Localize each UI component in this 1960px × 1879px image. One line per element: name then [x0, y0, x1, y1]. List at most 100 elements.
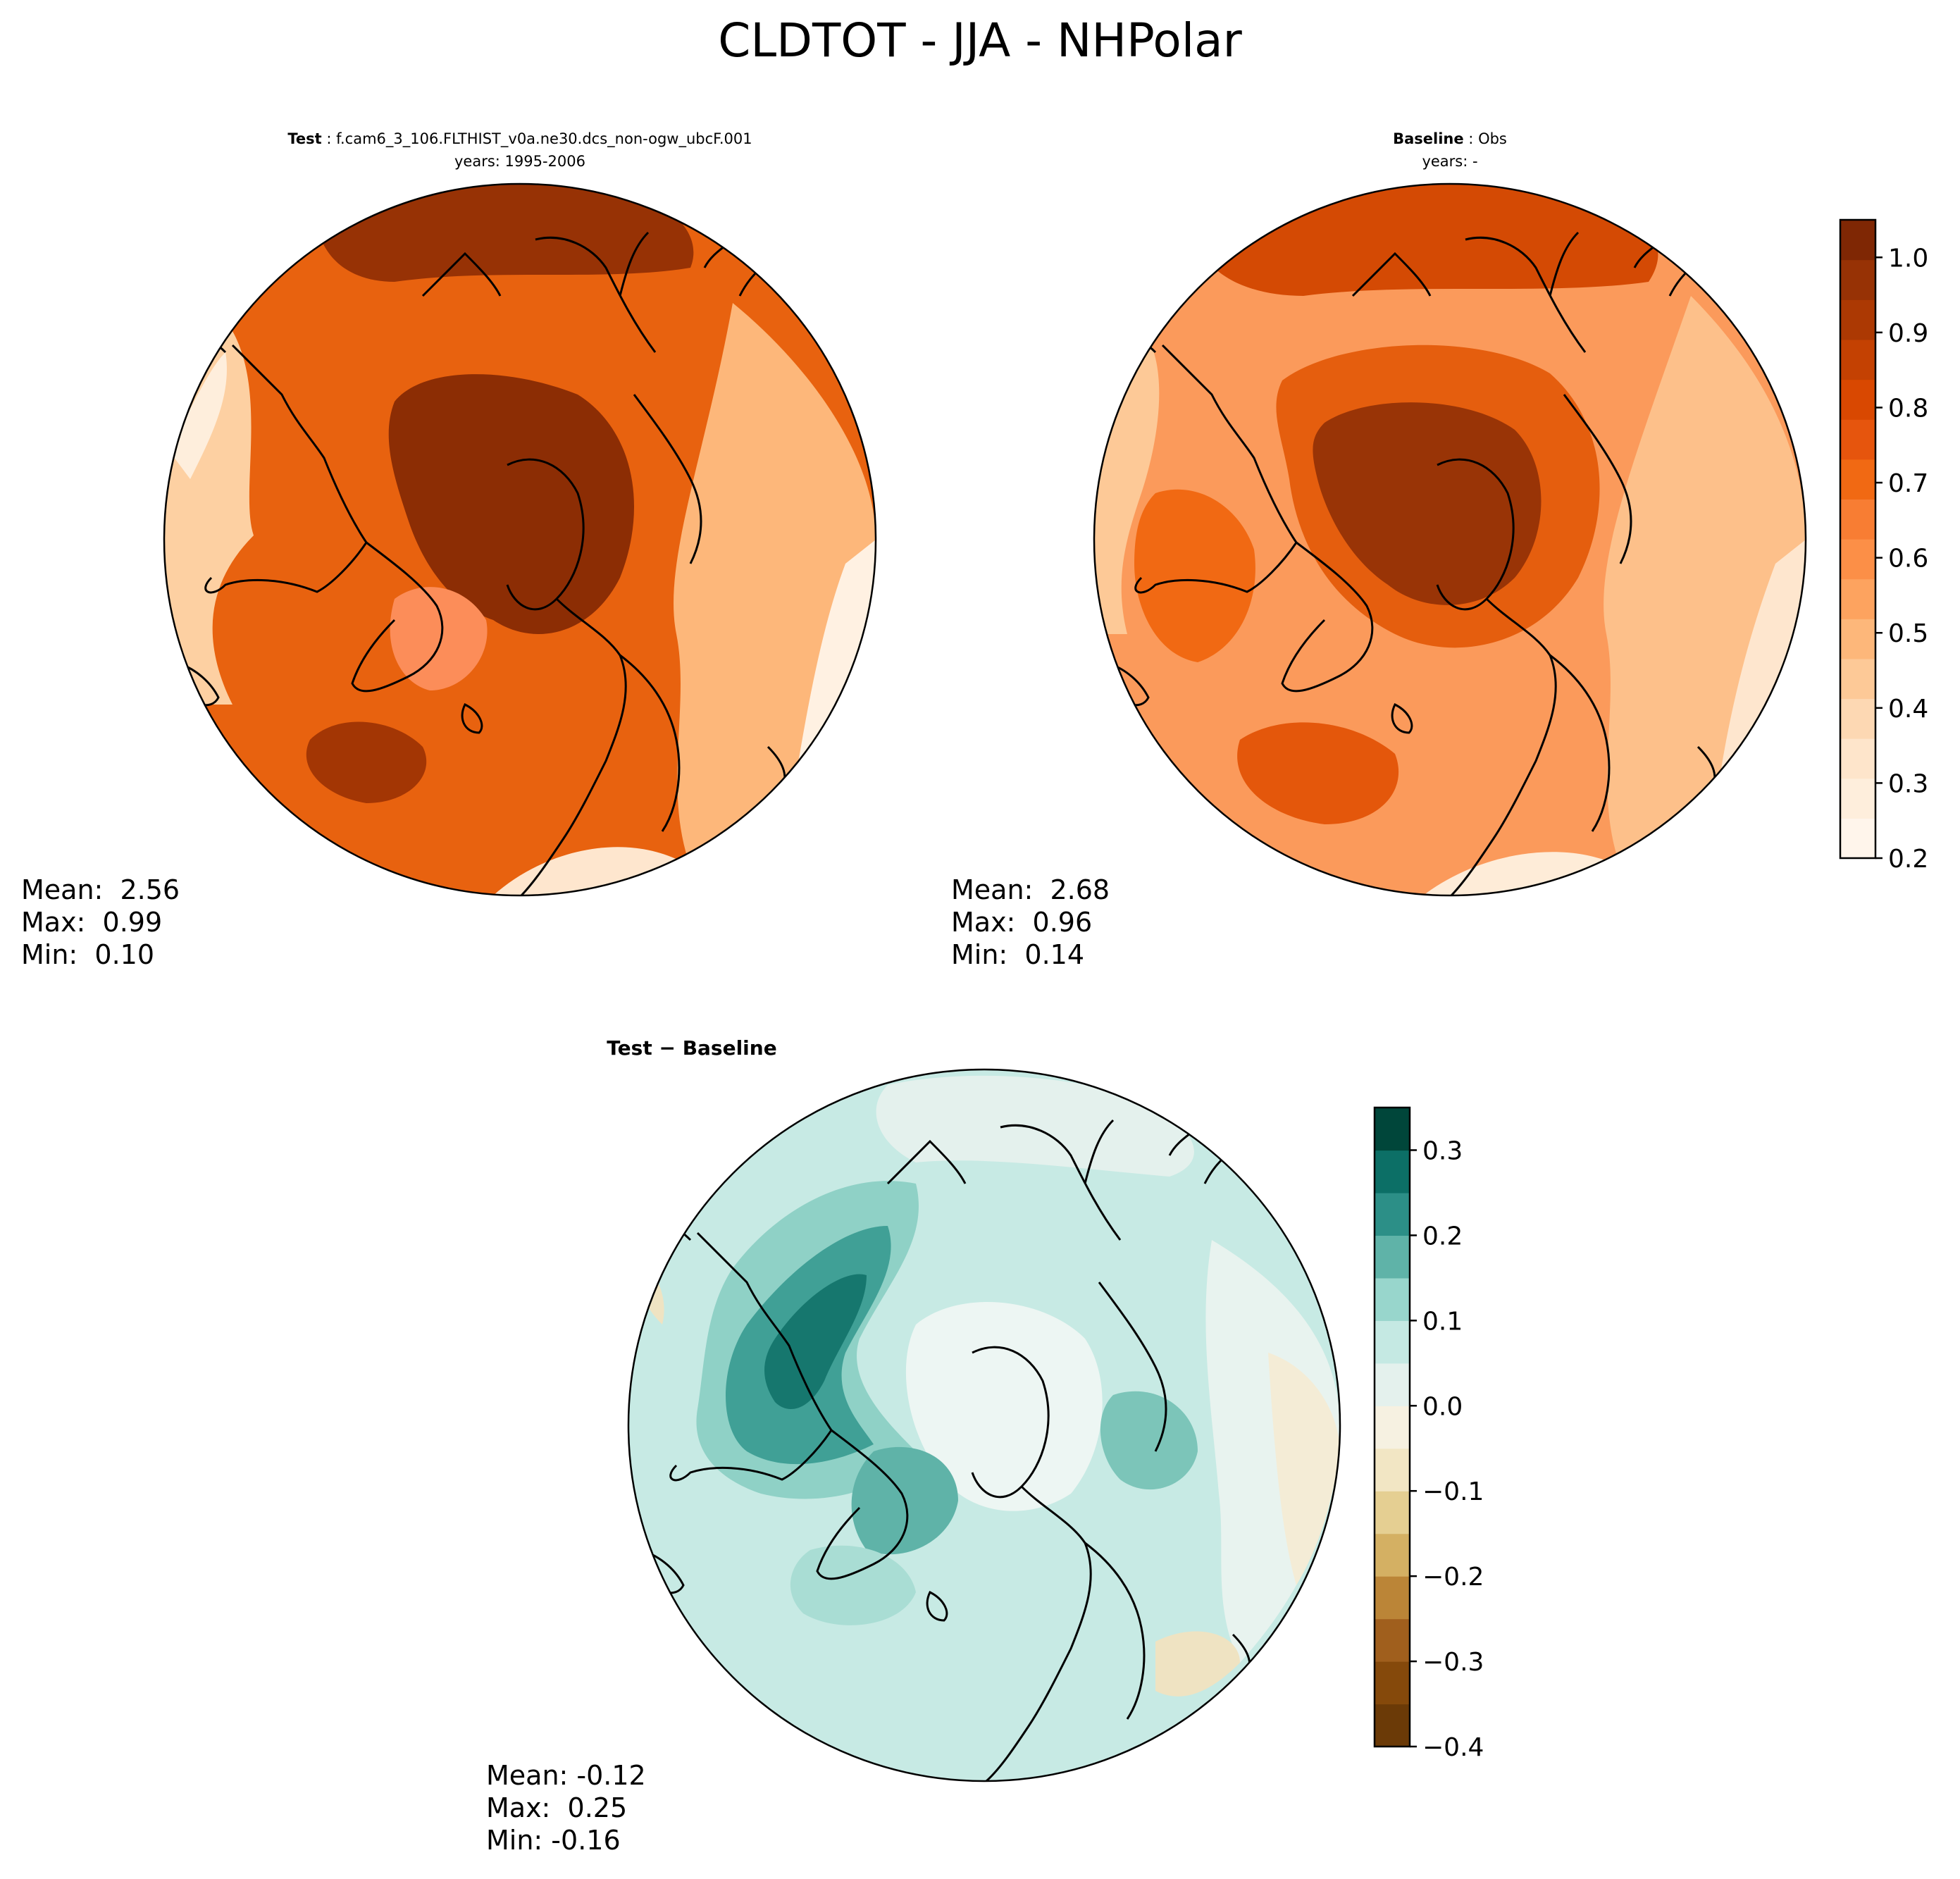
difference-colorbar-band [1375, 1704, 1410, 1747]
test-field-dark-core [388, 374, 634, 634]
baseline-panel-subtitle: years: - [1422, 153, 1477, 170]
difference-stat-mean: Mean: -0.12 [486, 1760, 646, 1791]
test-field-pale-left [169, 352, 227, 479]
difference-colorbar-tick-label: 0.3 [1422, 1136, 1463, 1165]
difference-colorbar-band [1375, 1235, 1410, 1279]
baseline-field-pale-right [1604, 296, 1806, 867]
difference-colorbar: −0.4 −0.3 −0.2 −0.1 0.0 0.1 0.2 0.3 [1373, 1106, 1484, 1762]
baseline-colorbar-band [1840, 619, 1875, 659]
baseline-colorbar-band [1840, 339, 1875, 380]
baseline-colorbar-band [1840, 778, 1875, 819]
test-map [164, 184, 876, 895]
difference-colorbar-band [1375, 1320, 1410, 1364]
difference-colorbar-tick-label: 0.0 [1422, 1392, 1463, 1421]
baseline-colorbar-band [1840, 578, 1875, 619]
baseline-colorbar-band [1840, 499, 1875, 540]
baseline-colorbar-tick-label: 1.0 [1888, 244, 1928, 273]
baseline-colorbar-band [1840, 738, 1875, 779]
baseline-colorbar-band [1840, 259, 1875, 300]
difference-colorbar-tick-label: 0.2 [1422, 1222, 1463, 1251]
difference-colorbar-band [1375, 1618, 1410, 1662]
baseline-field-atlantic [1237, 722, 1399, 824]
difference-colorbar-tick-label: −0.4 [1422, 1733, 1484, 1762]
difference-colorbar-band [1375, 1363, 1410, 1406]
difference-coastlines [640, 1119, 1251, 1781]
baseline-colorbar-tick-label: 0.8 [1888, 394, 1928, 423]
baseline-colorbar-tick-label: 0.3 [1888, 769, 1928, 798]
diff-field-near-zero-center [905, 1301, 1103, 1511]
difference-colorbar-band [1375, 1448, 1410, 1492]
difference-colorbar-band [1375, 1576, 1410, 1620]
test-field-lightest-bottom [493, 847, 690, 895]
baseline-colorbar-band [1840, 658, 1875, 700]
baseline-colorbar-band [1840, 698, 1875, 739]
diff-field-negative-right [1268, 1353, 1340, 1585]
baseline-stat-mean: Mean: 2.68 [951, 874, 1110, 905]
baseline-field-core [1313, 402, 1542, 605]
baseline-title-label: Baseline [1393, 130, 1464, 147]
difference-panel: Test − Baseline [486, 1036, 1484, 1856]
difference-title-value: Baseline [683, 1036, 777, 1060]
test-field-pale-edge-right [674, 303, 876, 867]
baseline-colorbar-tick-label: 0.7 [1888, 469, 1928, 498]
difference-map [628, 1069, 1340, 1781]
baseline-colorbar-band [1840, 419, 1875, 460]
baseline-field-mid-left [1134, 489, 1255, 662]
difference-stat-min: Min: -0.16 [486, 1825, 621, 1856]
baseline-title-value: Obs [1478, 130, 1507, 147]
baseline-colorbar-band [1840, 818, 1875, 859]
test-title-value: f.cam6_3_106.FLTHIST_v0a.ne30.dcs_non-og… [336, 130, 752, 148]
baseline-colorbar-tick-label: 0.2 [1888, 845, 1928, 874]
test-stat-mean: Mean: 2.56 [21, 874, 180, 905]
difference-colorbar-band [1375, 1491, 1410, 1534]
test-map-border [163, 182, 877, 897]
difference-colorbar-tick-label: −0.1 [1422, 1477, 1484, 1506]
baseline-field-pale-left [1094, 338, 1160, 634]
difference-colorbar-tick-label: 0.1 [1422, 1307, 1463, 1336]
baseline-colorbar-band [1840, 299, 1875, 340]
baseline-colorbar-band [1840, 459, 1875, 500]
baseline-colorbar-tick-label: 0.6 [1888, 545, 1928, 573]
baseline-colorbar-band [1840, 379, 1875, 420]
difference-colorbar-tick-label: −0.3 [1422, 1648, 1484, 1677]
difference-colorbar-band [1375, 1533, 1410, 1577]
test-field-lightest-edge [796, 540, 876, 775]
difference-colorbar-band [1375, 1192, 1410, 1236]
baseline-colorbar: 0.2 0.3 0.4 0.5 0.6 0.7 0.8 0.9 1.0 [1839, 218, 1928, 874]
test-stat-max: Max: 0.99 [21, 907, 162, 938]
diff-field-positive-atlantic [790, 1545, 916, 1625]
difference-colorbar-tick-label: −0.2 [1422, 1563, 1484, 1592]
baseline-field-lightest-edge [1719, 540, 1806, 782]
baseline-coastlines [1105, 231, 1716, 895]
difference-map-border [627, 1068, 1341, 1782]
difference-panel-title: Test − Baseline [607, 1036, 776, 1060]
test-panel-subtitle: years: 1995-2006 [454, 153, 585, 170]
test-title-label: Test [287, 130, 321, 147]
difference-colorbar-band [1375, 1150, 1410, 1193]
baseline-panel: Baseline : Obs years: - [951, 130, 1928, 970]
difference-colorbar-band [1375, 1277, 1410, 1321]
baseline-colorbar-frame [1839, 218, 1877, 860]
difference-stat-max: Max: 0.25 [486, 1792, 627, 1823]
baseline-field-lightest-bottom [1423, 852, 1620, 895]
diff-field-near-zero-top [876, 1075, 1194, 1177]
baseline-panel-title: Baseline : Obs [1393, 130, 1507, 147]
difference-colorbar-band [1375, 1406, 1410, 1449]
baseline-map-border [1093, 182, 1807, 897]
test-field-dark-atlantic [306, 721, 427, 803]
baseline-colorbar-tick-label: 0.4 [1888, 695, 1928, 724]
difference-colorbar-frame [1373, 1106, 1411, 1748]
diff-field-positive-strongest [764, 1274, 867, 1409]
difference-title-label: Test [607, 1036, 652, 1060]
figure-title: CLDTOT - JJA - NHPolar [718, 13, 1242, 68]
test-field-dark-top [317, 184, 694, 282]
difference-colorbar-band [1375, 1108, 1410, 1151]
baseline-colorbar-band [1840, 539, 1875, 580]
diff-field-negative-bottom [1155, 1631, 1240, 1697]
test-field-greenland-light [390, 587, 488, 690]
baseline-colorbar-tick-label: 0.9 [1888, 319, 1928, 348]
baseline-map [1094, 184, 1806, 895]
baseline-stat-min: Min: 0.14 [951, 939, 1084, 970]
difference-colorbar-band [1375, 1661, 1410, 1705]
